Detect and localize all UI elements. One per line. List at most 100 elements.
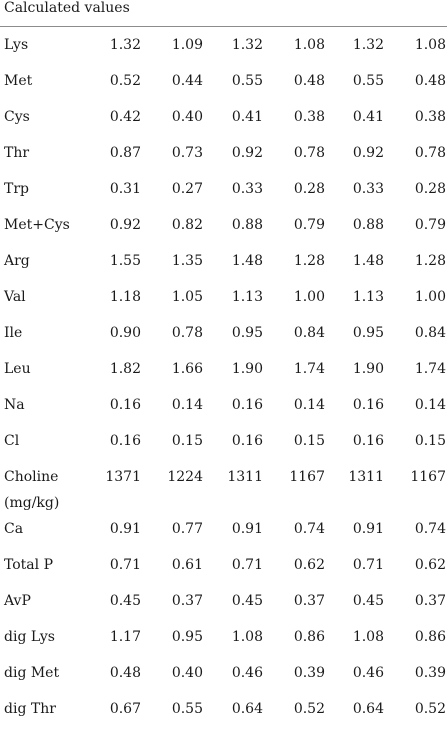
value-cell: 0.33 [231, 181, 263, 197]
value-cell: 0.16 [352, 397, 384, 413]
value-cell: 0.16 [231, 433, 263, 449]
value-cell: 0.91 [109, 521, 141, 537]
table-row: Cys 0.42 0.40 0.41 0.38 0.41 0.38 [0, 99, 447, 135]
value-cell: 0.71 [231, 557, 263, 573]
table-row: AvP 0.45 0.37 0.45 0.37 0.45 0.37 [0, 583, 447, 619]
value-cell: 0.52 [109, 73, 141, 89]
value-cell: 0.71 [109, 557, 141, 573]
row-label: dig Thr [4, 691, 56, 727]
row-label-text: Ca [4, 521, 24, 537]
value-cell: 0.73 [171, 145, 203, 161]
value-cell: 0.15 [293, 433, 325, 449]
value-cell: 0.90 [109, 325, 141, 341]
table-row: Met 0.52 0.44 0.55 0.48 0.55 0.48 [0, 63, 447, 99]
row-label: Arg [4, 243, 30, 279]
row-label: Trp [4, 171, 29, 207]
value-cell: 1.90 [352, 361, 384, 377]
value-cell: 1.74 [414, 361, 446, 377]
value-cell: 0.91 [231, 521, 263, 537]
row-label-text: Cl [4, 433, 20, 449]
value-cell: 0.46 [231, 665, 263, 681]
value-cell: 0.16 [109, 397, 141, 413]
value-cell: 0.84 [414, 325, 446, 341]
value-cell: 0.62 [414, 557, 446, 573]
row-label-text: Na [4, 397, 25, 413]
value-cell: 1.48 [352, 253, 384, 269]
value-cell: 1.13 [352, 289, 384, 305]
value-cell: 0.16 [352, 433, 384, 449]
value-cell: 0.16 [109, 433, 141, 449]
row-label-text: Lys [4, 37, 29, 53]
value-cell: 0.71 [352, 557, 384, 573]
row-label: Total P [4, 547, 53, 583]
value-cell: 0.55 [352, 73, 384, 89]
value-cell: 0.31 [109, 181, 141, 197]
value-cell: 0.74 [293, 521, 325, 537]
value-cell: 0.28 [414, 181, 446, 197]
value-cell: 0.45 [352, 593, 384, 609]
value-cell: 1.55 [109, 253, 141, 269]
value-cell: 1.28 [293, 253, 325, 269]
row-label-text: Arg [4, 253, 30, 269]
table-row: Na 0.16 0.14 0.16 0.14 0.16 0.14 [0, 387, 447, 423]
value-cell: 1.28 [414, 253, 446, 269]
value-cell: 0.44 [171, 73, 203, 89]
value-cell: 0.55 [171, 701, 203, 717]
table-row: Ile 0.90 0.78 0.95 0.84 0.95 0.84 [0, 315, 447, 351]
table-row: dig Met 0.48 0.40 0.46 0.39 0.46 0.39 [0, 655, 447, 691]
row-label-text: AvP [4, 593, 31, 609]
calculated-values-table: Lys 1.32 1.09 1.32 1.08 1.32 1.08 Met 0.52 0.44 0.… [0, 27, 447, 735]
value-cell: 0.48 [293, 73, 325, 89]
value-cell: 0.84 [293, 325, 325, 341]
value-cell: 0.14 [171, 397, 203, 413]
value-cell: 0.86 [414, 629, 446, 645]
value-cell: 0.38 [414, 109, 446, 125]
table-row: Val 1.18 1.05 1.13 1.00 1.13 1.00 [0, 279, 447, 315]
row-label: Val [4, 279, 26, 315]
row-label-text: Choline [4, 469, 59, 485]
value-cell: 0.16 [231, 397, 263, 413]
value-cell: 0.95 [171, 629, 203, 645]
value-cell: 0.78 [414, 145, 446, 161]
value-cell: 1167 [410, 469, 446, 485]
row-label-text: Total P [4, 557, 53, 573]
table-row: Lys 1.32 1.09 1.32 1.08 1.32 1.08 [0, 27, 447, 63]
value-cell: 1.09 [171, 37, 203, 53]
value-cell: 0.67 [109, 701, 141, 717]
table-row: dig Lys 1.17 0.95 1.08 0.86 1.08 0.86 [0, 619, 447, 655]
row-label: Ile [4, 315, 22, 351]
value-cell: 0.45 [231, 593, 263, 609]
value-cell: 0.61 [171, 557, 203, 573]
row-label: Cys [4, 99, 30, 135]
value-cell: 1.32 [231, 37, 263, 53]
value-cell: 0.41 [231, 109, 263, 125]
row-label-text: dig Met [4, 665, 60, 681]
value-cell: 1.00 [414, 289, 446, 305]
row-label: dig Lys [4, 619, 55, 655]
value-cell: 1167 [289, 469, 325, 485]
value-cell: 0.92 [109, 217, 141, 233]
value-cell: 0.92 [352, 145, 384, 161]
table-row: Total P 0.71 0.61 0.71 0.62 0.71 0.62 [0, 547, 447, 583]
value-cell: 1224 [167, 469, 203, 485]
value-cell: 1.48 [231, 253, 263, 269]
value-cell: 0.92 [231, 145, 263, 161]
value-cell: 0.45 [109, 593, 141, 609]
value-cell: 0.86 [293, 629, 325, 645]
table-row: Met+Cys 0.92 0.82 0.88 0.79 0.88 0.79 [0, 207, 447, 243]
value-cell: 1.74 [293, 361, 325, 377]
value-cell: 1.00 [293, 289, 325, 305]
value-cell: 1.05 [171, 289, 203, 305]
row-label: Met+Cys [4, 207, 70, 243]
value-cell: 0.74 [414, 521, 446, 537]
value-cell: 0.79 [293, 217, 325, 233]
value-cell: 0.46 [352, 665, 384, 681]
table-row: Arg 1.55 1.35 1.48 1.28 1.48 1.28 [0, 243, 447, 279]
value-cell: 0.33 [352, 181, 384, 197]
row-label-text: Met [4, 73, 33, 89]
value-cell: 1.17 [109, 629, 141, 645]
row-label-text: dig Lys [4, 629, 55, 645]
value-cell: 0.77 [171, 521, 203, 537]
value-cell: 1.32 [109, 37, 141, 53]
value-cell: 1.66 [171, 361, 203, 377]
